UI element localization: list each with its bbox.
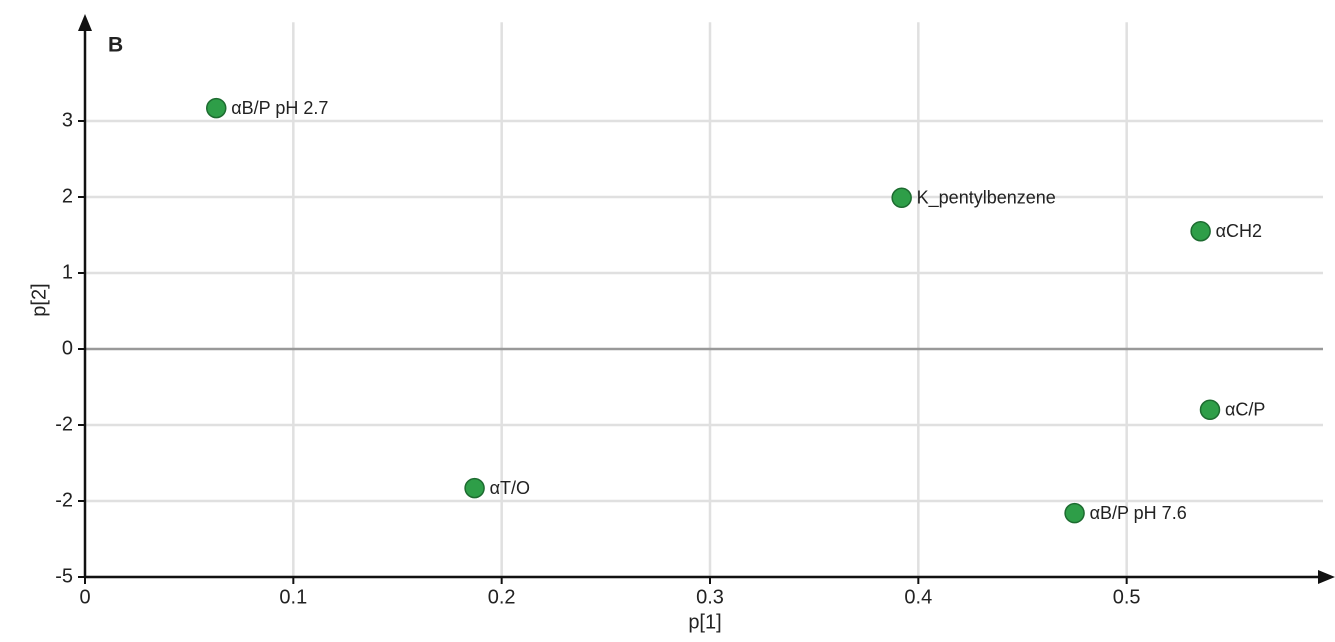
point-label: αB/P pH 2.7 — [231, 98, 328, 118]
x-tick-label: 0.3 — [696, 586, 724, 608]
x-axis-label: p[1] — [688, 611, 721, 633]
point-label: αC/P — [1225, 400, 1265, 420]
y-tick-label: 1 — [62, 261, 73, 283]
point-label: αB/P pH 7.6 — [1090, 503, 1187, 523]
point-label: αT/O — [490, 478, 530, 498]
point — [1190, 220, 1211, 242]
point-label: K_pentylbenzene — [917, 188, 1056, 209]
x-tick-label: 0.4 — [904, 586, 932, 608]
y-tick-label: -2 — [55, 413, 73, 435]
y-tick-label: -2 — [55, 489, 73, 511]
x-tick-label: 0.5 — [1113, 586, 1141, 608]
x-arrow — [1318, 570, 1335, 584]
point — [1064, 502, 1085, 524]
y-tick-label: 2 — [62, 185, 73, 207]
panel-label: B — [108, 34, 123, 57]
axes — [78, 14, 1335, 584]
y-tick-label: -5 — [55, 565, 73, 587]
x-tick-label: 0.1 — [279, 586, 307, 608]
point — [891, 187, 912, 209]
y-tick-label: 0 — [62, 337, 73, 359]
x-tick-label: 0.2 — [488, 586, 516, 608]
x-tick-label: 0 — [79, 586, 90, 608]
points: αB/P pH 2.7 K_pentylbenzene αCH2 αC/P αT/O αB… — [206, 97, 1265, 524]
point — [1199, 399, 1221, 421]
y-axis-label: p[2] — [28, 283, 50, 316]
point-label: αCH2 — [1216, 221, 1262, 241]
point — [464, 477, 485, 499]
y-arrow — [78, 14, 92, 31]
y-tick-label: 3 — [62, 109, 73, 131]
point — [206, 97, 227, 119]
